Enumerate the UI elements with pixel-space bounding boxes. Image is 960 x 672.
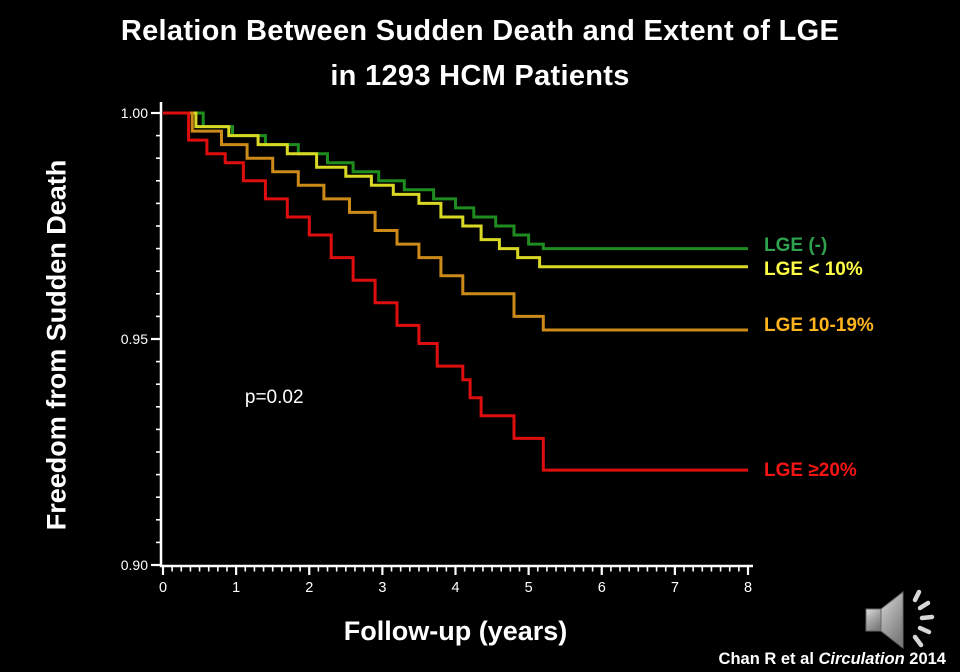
title-line-2: in 1293 HCM Patients — [330, 60, 630, 92]
x-tick-label: 7 — [671, 580, 679, 596]
y-tick-label: 1.00 — [121, 105, 148, 121]
citation-year: 2014 — [909, 650, 946, 668]
km-curve-lge-20 — [163, 111, 748, 472]
y-axis-ticks — [151, 111, 161, 567]
x-tick-label: 3 — [378, 580, 386, 596]
speaker-sound-waves — [912, 589, 935, 648]
legend-label-lge-lt10: LGE < 10% — [764, 258, 863, 280]
x-axis-ticks — [161, 566, 750, 575]
y-tick-label: 0.95 — [121, 331, 148, 347]
km-curve-lge-10 — [163, 111, 748, 269]
legend-label-lge-10-19: LGE 10-19% — [764, 314, 874, 336]
slide-title: Relation Between Sudden Death and Extent… — [0, 9, 960, 99]
y-tick-label: 0.90 — [121, 557, 148, 573]
legend-label-lge-ge20: LGE ≥20% — [764, 460, 857, 482]
x-tick-label: 1 — [232, 580, 240, 596]
x-tick-label: 4 — [451, 580, 459, 596]
x-tick-label: 6 — [598, 580, 606, 596]
citation-authors: Chan R et al — [718, 650, 814, 668]
x-tick-label: 8 — [744, 580, 752, 596]
legend-label-lge-negative: LGE (-) — [764, 234, 828, 256]
citation: Chan R et al Circulation 2014 — [719, 650, 946, 669]
title-line-1: Relation Between Sudden Death and Extent… — [120, 15, 840, 47]
x-tick-label: 2 — [305, 580, 313, 596]
speaker-icon[interactable] — [858, 584, 942, 660]
p-value-annotation: p=0.02 — [244, 386, 304, 408]
speaker-body — [865, 590, 904, 650]
x-tick-label: 0 — [159, 580, 167, 596]
x-axis-title: Follow-up (years) — [343, 616, 568, 646]
km-curve-lge — [163, 111, 748, 251]
axes — [159, 102, 753, 568]
km-curve-lge-10-19 — [163, 111, 748, 332]
citation-journal: Circulation — [818, 650, 905, 668]
x-tick-label: 5 — [525, 580, 533, 596]
